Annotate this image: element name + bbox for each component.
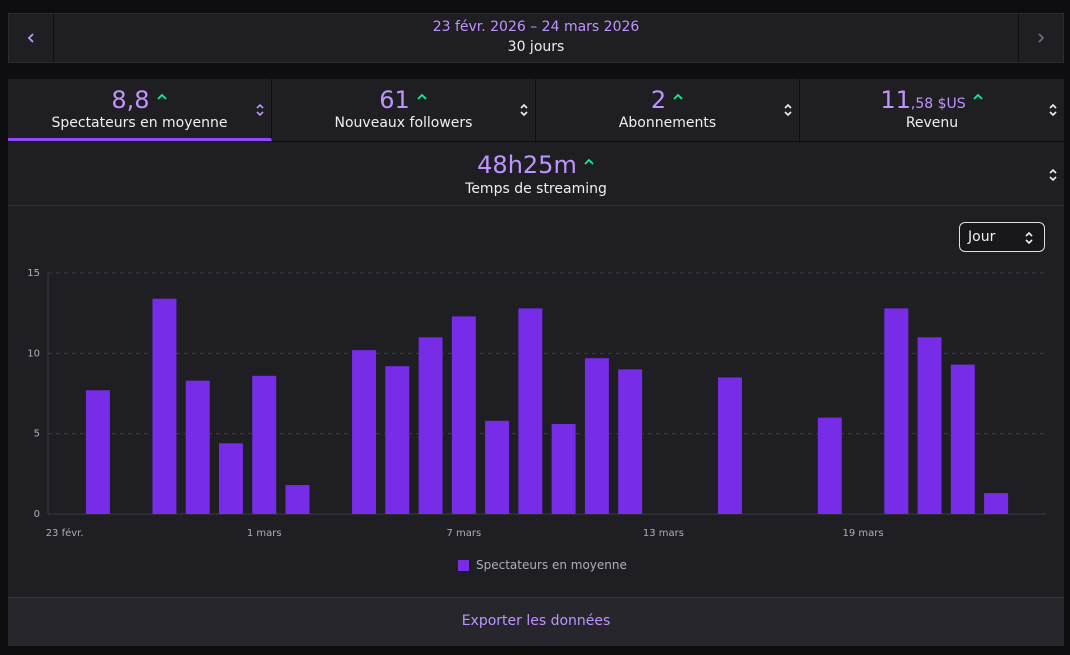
bar-22-mars[interactable]: [950, 364, 975, 514]
sort-icon[interactable]: [1048, 103, 1058, 117]
metric-tab-subscriptions[interactable]: 2 Abonnements: [536, 79, 800, 141]
x-tick-label: 19 mars: [842, 528, 883, 539]
chart-legend[interactable]: Spectateurs en moyenne: [458, 558, 627, 572]
bar-18-mars[interactable]: [817, 417, 842, 514]
metric-label: Spectateurs en moyenne: [51, 115, 228, 131]
date-range-duration: 30 jours: [507, 39, 565, 55]
metric-value: 8,8: [111, 86, 150, 114]
date-range-text[interactable]: 23 févr. 2026 – 24 mars 2026: [432, 19, 640, 35]
next-period-button[interactable]: [1018, 14, 1063, 62]
bar-23-mars[interactable]: [984, 493, 1009, 514]
bar-28-f-vr-[interactable]: [218, 443, 243, 514]
trend-up-icon: [417, 93, 427, 100]
bar-20-mars[interactable]: [884, 308, 909, 514]
legend-swatch: [458, 559, 469, 571]
bar-7-mars[interactable]: [451, 316, 476, 514]
trend-up-icon: [673, 93, 683, 100]
metric-value-row: 48h25m: [8, 150, 1064, 180]
select-chevron-icon: [1025, 231, 1033, 245]
granularity-select[interactable]: Jour: [959, 222, 1045, 252]
trend-up-icon: [973, 93, 983, 100]
bar-10-mars[interactable]: [551, 424, 576, 514]
x-tick-label: 23 févr.: [46, 527, 84, 539]
x-tick-label: 7 mars: [446, 528, 481, 539]
metric-label: Abonnements: [618, 115, 717, 131]
bar-26-f-vr-[interactable]: [152, 298, 177, 514]
bar-5-mars[interactable]: [385, 366, 410, 514]
bar-chart: 0 5 10 15 23 févr. 1 mars 7 mars 13 mars 19 mar…: [27, 268, 1046, 539]
metric-value: 2: [650, 86, 667, 114]
bar-27-f-vr-[interactable]: [185, 380, 210, 514]
chevron-right-icon: [1038, 33, 1045, 43]
metric-tab-new-followers[interactable]: 61 Nouveaux followers: [272, 79, 536, 141]
granularity-selected: Jour: [968, 229, 996, 245]
metric-tab-revenue[interactable]: 11,58 $US Revenu: [800, 79, 1064, 141]
metric-tab-stream-time[interactable]: 48h25m Temps de streaming: [8, 141, 1064, 205]
export-data-button[interactable]: Exporter les données: [8, 597, 1064, 646]
sort-icon[interactable]: [255, 103, 265, 117]
chart-panel: Jour 0 5 10 15 23 févr. 1 mars 7 mars 13 mars 1…: [8, 205, 1064, 598]
previous-period-button[interactable]: [9, 14, 54, 62]
x-tick-label: 13 mars: [643, 528, 684, 539]
metric-value: 48h25m: [477, 151, 577, 179]
sort-icon[interactable]: [519, 103, 529, 117]
y-tick-label: 15: [27, 268, 40, 279]
bar-8-mars[interactable]: [485, 420, 510, 514]
metric-value: 61: [379, 86, 410, 114]
x-tick-label: 1 mars: [247, 528, 282, 539]
y-tick-label: 0: [34, 509, 40, 520]
bar-9-mars[interactable]: [518, 308, 543, 514]
bar-24-f-vr-[interactable]: [85, 390, 110, 514]
bar-4-mars[interactable]: [352, 350, 377, 514]
chevron-left-icon: [27, 33, 34, 43]
trend-up-icon: [156, 93, 167, 100]
legend-label: Spectateurs en moyenne: [476, 558, 627, 572]
metric-label: Revenu: [905, 115, 959, 131]
y-tick-label: 10: [27, 348, 40, 359]
metric-value-decimals: ,58 $US: [910, 96, 966, 112]
metrics-panel: 8,8 Spectateurs en moyenne 61 Nouveaux f…: [8, 79, 1064, 205]
sort-icon[interactable]: [783, 103, 793, 117]
metric-value-row: 61: [272, 85, 535, 115]
metric-label: Temps de streaming: [465, 181, 607, 197]
export-label: Exporter les données: [461, 613, 611, 629]
bar-2-mars[interactable]: [285, 485, 310, 514]
metric-value-row: 11,58 $US: [800, 85, 1064, 119]
metric-value-row: 8,8: [8, 85, 271, 115]
y-tick-label: 5: [34, 429, 40, 440]
metric-value-row: 2: [536, 85, 799, 115]
bar-11-mars[interactable]: [584, 358, 609, 514]
bar-1-mars[interactable]: [252, 375, 277, 514]
bar-15-mars[interactable]: [717, 377, 742, 514]
bar-21-mars[interactable]: [917, 337, 942, 514]
sort-icon[interactable]: [1048, 168, 1058, 182]
bar-12-mars[interactable]: [618, 369, 643, 514]
trend-up-icon: [584, 158, 594, 165]
metric-value: 11: [880, 86, 911, 114]
bar-6-mars[interactable]: [418, 337, 443, 514]
metric-label: Nouveaux followers: [334, 115, 473, 131]
metric-tab-average-viewers[interactable]: 8,8 Spectateurs en moyenne: [8, 79, 272, 141]
date-range-bar: 23 févr. 2026 – 24 mars 2026 30 jours: [8, 13, 1064, 63]
